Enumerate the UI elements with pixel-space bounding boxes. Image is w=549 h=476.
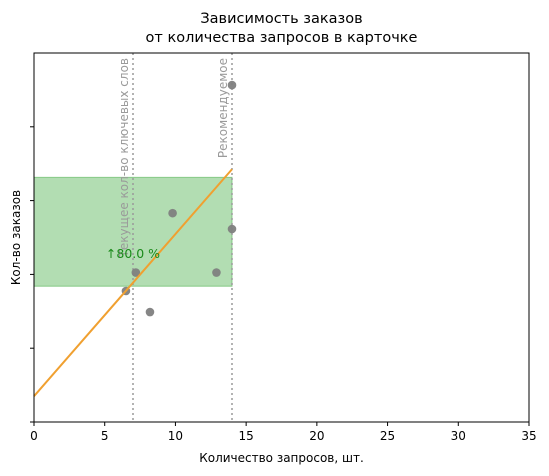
x-tick-label: 20 — [309, 429, 324, 443]
scatter-point — [145, 307, 155, 317]
x-axis-label: Количество запросов, шт. — [199, 451, 364, 465]
vertical-lines-layer: Текущее кол-во ключевых слов Рекомендуемо… — [117, 53, 233, 422]
x-tick-label: 25 — [380, 429, 395, 443]
scatter-point — [212, 268, 221, 277]
vertical-line-label: Рекомендуемое — [216, 58, 230, 158]
x-tick-label: 30 — [451, 429, 466, 443]
x-tick-label: 5 — [101, 429, 109, 443]
scatter-points-layer — [121, 80, 237, 317]
x-axis-ticks: 0 5 10 15 20 25 30 35 — [30, 422, 537, 443]
x-tick-label: 35 — [521, 429, 536, 443]
x-tick-label: 15 — [239, 429, 254, 443]
scatter-point — [168, 208, 177, 218]
x-tick-label: 0 — [30, 429, 38, 443]
trend-line — [33, 168, 233, 397]
chart-title-line: от количества запросов в карточке — [146, 30, 418, 46]
y-axis-label: Кол-во заказов — [9, 190, 23, 285]
chart-title: Зависимость заказов от количества запросо… — [146, 11, 418, 46]
percent-annotation: ↑80.0 % — [106, 246, 160, 261]
y-axis-ticks — [30, 126, 34, 423]
scatter-point — [227, 224, 237, 234]
x-tick-label: 10 — [168, 429, 183, 443]
scatter-point — [131, 268, 141, 277]
scatter-point — [227, 80, 237, 90]
trend-line-layer — [33, 168, 233, 397]
chart-title-line: Зависимость заказов — [200, 11, 362, 27]
plot-frame — [33, 52, 530, 423]
vertical-line-label: Текущее кол-во ключевых слов — [117, 58, 131, 258]
annotation-layer: ↑80.0 % — [106, 246, 160, 261]
